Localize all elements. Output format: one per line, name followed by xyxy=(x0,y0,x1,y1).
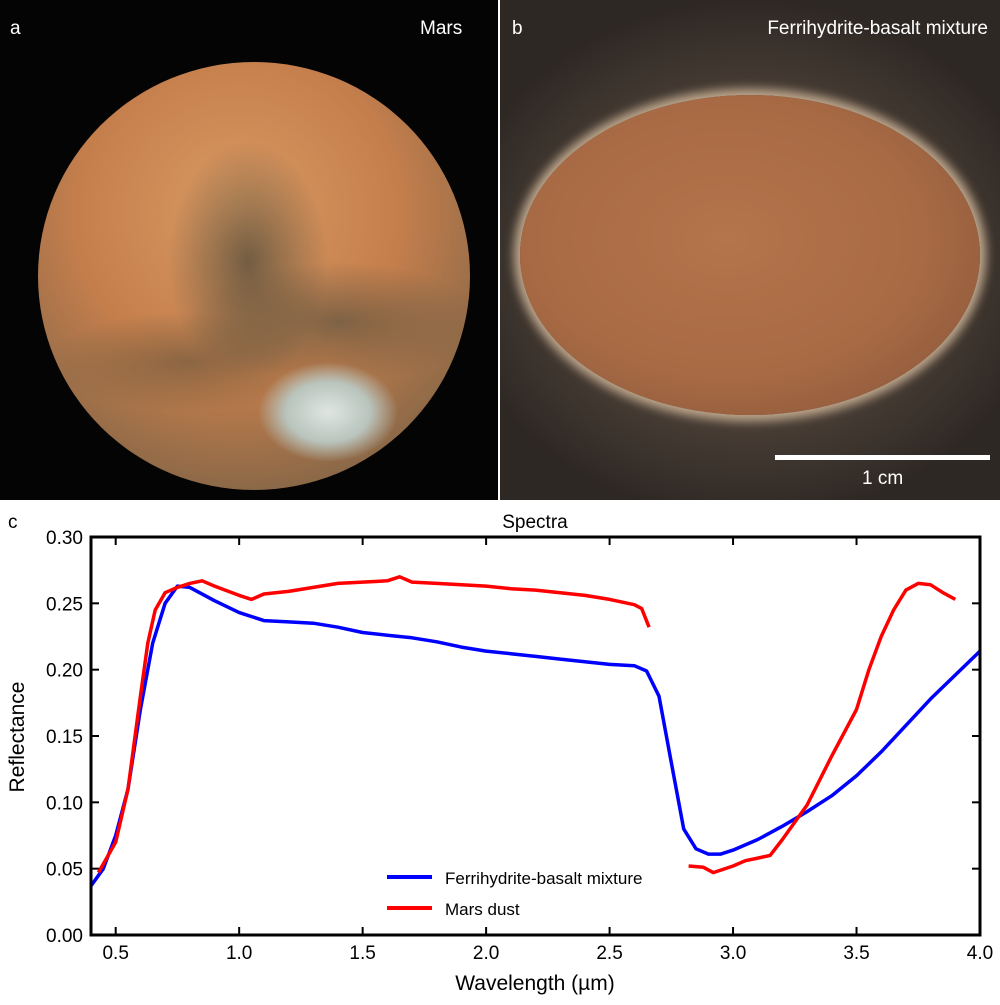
panel-c-letter: c xyxy=(8,512,18,533)
x-axis-label: Wavelength (µm) xyxy=(455,972,615,995)
y-tick-label: 0.15 xyxy=(46,727,83,748)
scale-bar-label: 1 cm xyxy=(862,468,904,489)
chart-title: Spectra xyxy=(502,512,568,533)
legend-label-mars-dust: Mars dust xyxy=(445,900,520,919)
plot-frame xyxy=(89,535,982,937)
spectra-chart: c Spectra Wavelength (µm) Reflectance 0.… xyxy=(6,512,993,995)
legend-label-ferrihydrite: Ferrihydrite-basalt mixture xyxy=(445,869,642,888)
panel-b-title: Ferrihydrite-basalt mixture xyxy=(767,18,988,39)
mars-photo-panel: a Mars xyxy=(0,0,498,500)
x-tick-label: 2.5 xyxy=(596,943,622,964)
y-axis-label: Reflectance xyxy=(6,682,29,793)
x-tick-label: 4.0 xyxy=(967,943,993,964)
series-line-mars-dust xyxy=(96,575,651,874)
legend: Ferrihydrite-basalt mixture Mars dust xyxy=(387,869,642,919)
panel-a-letter: a xyxy=(10,18,21,39)
panel-a-title: Mars xyxy=(420,18,463,39)
y-tick-label: 0.10 xyxy=(46,793,83,814)
sample-photo-panel: b Ferrihydrite-basalt mixture 1 cm xyxy=(500,0,1000,500)
series-line-mars-dust xyxy=(688,581,957,875)
y-tick-label: 0.05 xyxy=(46,860,83,881)
x-tick-label: 3.5 xyxy=(843,943,869,964)
x-tick-label: 0.5 xyxy=(102,943,128,964)
y-tick-label: 0.30 xyxy=(46,528,83,549)
x-tick-label: 1.0 xyxy=(226,943,252,964)
y-tick-label: 0.00 xyxy=(46,926,83,947)
x-tick-label: 1.5 xyxy=(349,943,375,964)
y-tick-label: 0.20 xyxy=(46,661,83,682)
panel-b-letter: b xyxy=(512,18,523,39)
ferrihydrite-sample-image xyxy=(520,95,980,415)
spectra-chart-panel: c Spectra Wavelength (µm) Reflectance 0.… xyxy=(0,500,1000,1000)
y-tick-label: 0.25 xyxy=(46,594,83,615)
mars-planet-image xyxy=(38,62,470,490)
series-line-ferrihydrite-basalt-mixture xyxy=(89,584,982,887)
scale-bar xyxy=(775,455,990,460)
x-tick-label: 2.0 xyxy=(473,943,499,964)
x-tick-label: 3.0 xyxy=(720,943,746,964)
